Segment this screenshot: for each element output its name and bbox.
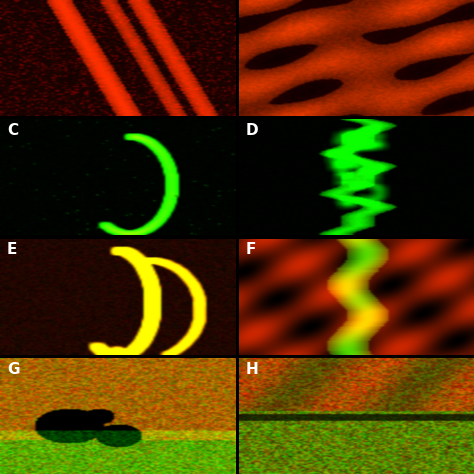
Text: E: E: [7, 242, 18, 257]
Text: D: D: [246, 123, 259, 138]
Text: C: C: [7, 123, 18, 138]
Text: F: F: [246, 242, 256, 257]
Text: H: H: [246, 362, 259, 377]
Text: G: G: [7, 362, 19, 377]
